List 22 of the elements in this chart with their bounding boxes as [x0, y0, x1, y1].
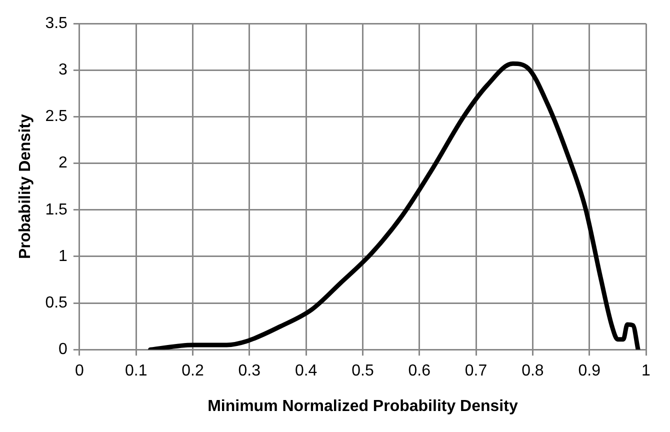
x-tick-label: 0.1 [124, 362, 148, 380]
y-tick-label: 2 [58, 154, 68, 172]
x-tick-label: 0.3 [238, 362, 261, 380]
line-series [148, 61, 640, 350]
x-tick-label: 0.9 [578, 362, 601, 380]
x-tick-label: 0.6 [408, 362, 431, 380]
x-tick-label: 0.5 [352, 362, 374, 380]
x-tick-label: 0.7 [464, 362, 488, 380]
x-tick-label: 0 [74, 362, 84, 380]
x-axis-title: Minimum Normalized Probability Density [208, 398, 518, 415]
y-tick-label: 2.5 [45, 108, 68, 126]
x-tick-label: 0.2 [182, 362, 204, 380]
y-tick-label: 0 [58, 341, 68, 358]
x-tick-label: 0.8 [522, 362, 544, 380]
y-tick-label: 0.5 [45, 294, 68, 312]
x-tick-label: 0.4 [294, 362, 318, 380]
y-tick-label: 3.5 [45, 15, 68, 32]
y-axis-title: Probability Density [17, 114, 34, 260]
y-tick-label: 1 [58, 248, 68, 265]
y-tick-label: 3 [58, 62, 68, 79]
y-tick-label: 1.5 [45, 201, 68, 218]
x-tick-label: 1 [642, 362, 651, 380]
